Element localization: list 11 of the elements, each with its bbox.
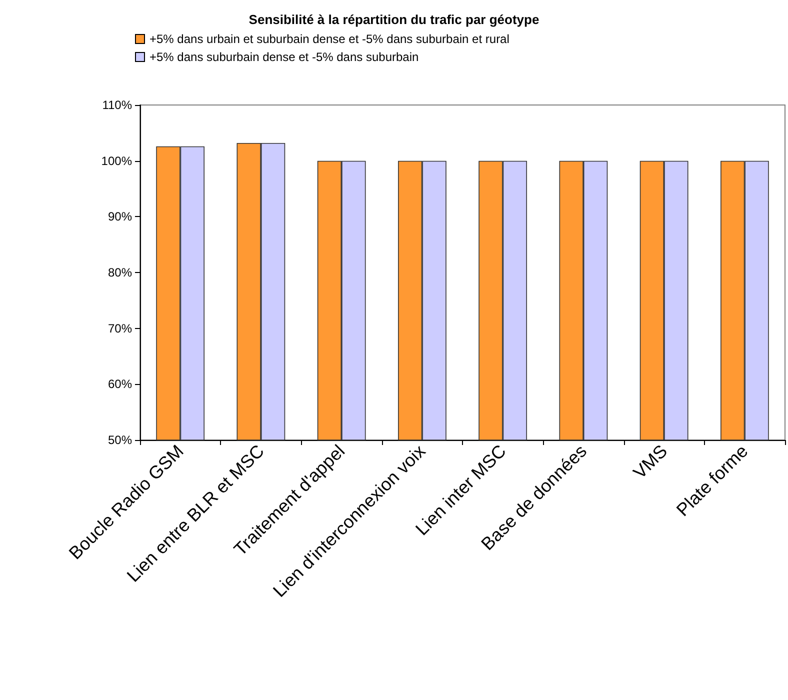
y-tick-label: 100% [101, 154, 132, 168]
legend-label: +5% dans urbain et suburbain dense et -5% dans suburbain et rural [150, 32, 510, 46]
legend-label: +5% dans suburbain dense et -5% dans suburbain [150, 50, 419, 64]
y-tick-label: 70% [108, 321, 132, 336]
chart-title: Sensibilité à la répartition du trafic par géotype [248, 12, 540, 27]
y-tick-label: 90% [108, 210, 132, 224]
y-tick-label: 50% [108, 433, 132, 447]
y-tick-label: 110% [102, 98, 132, 112]
y-tick-label: 60% [108, 377, 132, 392]
x-tick-label: VMS [629, 440, 672, 483]
y-tick-label: 80% [108, 266, 132, 280]
